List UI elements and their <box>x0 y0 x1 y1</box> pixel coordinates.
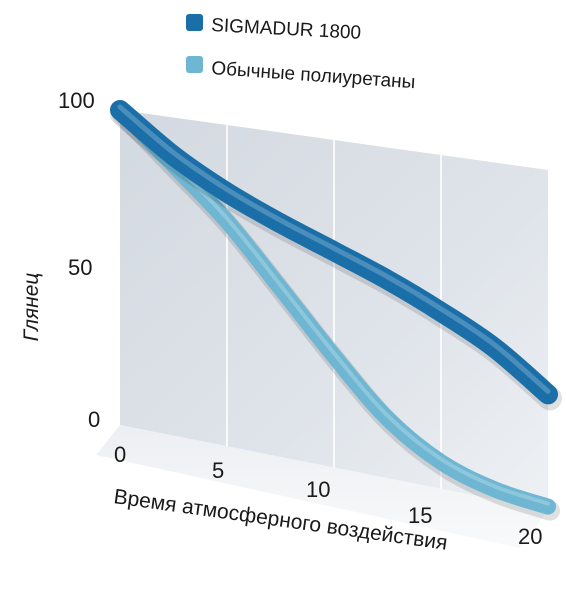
y-tick-label: 100 <box>58 88 95 113</box>
x-tick-label: 10 <box>306 477 330 502</box>
legend: SIGMADUR 1800 Обычные полиуретаны <box>186 14 416 93</box>
legend-label-sigmadur: SIGMADUR 1800 <box>211 15 362 44</box>
series-highlight-sigmadur <box>117 104 551 394</box>
x-tick-label: 5 <box>212 458 224 483</box>
y-axis-title: Глянец <box>20 273 43 342</box>
legend-label-polyurethane: Обычные полиуретаны <box>211 58 416 93</box>
y-tick-label: 50 <box>68 255 92 280</box>
x-tick-label: 0 <box>114 442 126 467</box>
legend-swatch-sigmadur <box>186 14 203 31</box>
series-lines <box>110 100 562 521</box>
x-tick-label: 15 <box>408 503 432 528</box>
series-line-sigmadur <box>110 100 558 405</box>
legend-swatch-polyurethane <box>186 56 203 73</box>
x-tick-label: 20 <box>518 524 542 549</box>
plot-floor <box>96 425 548 548</box>
y-tick-label: 0 <box>88 407 100 432</box>
series-line-polyurethane <box>112 102 556 515</box>
